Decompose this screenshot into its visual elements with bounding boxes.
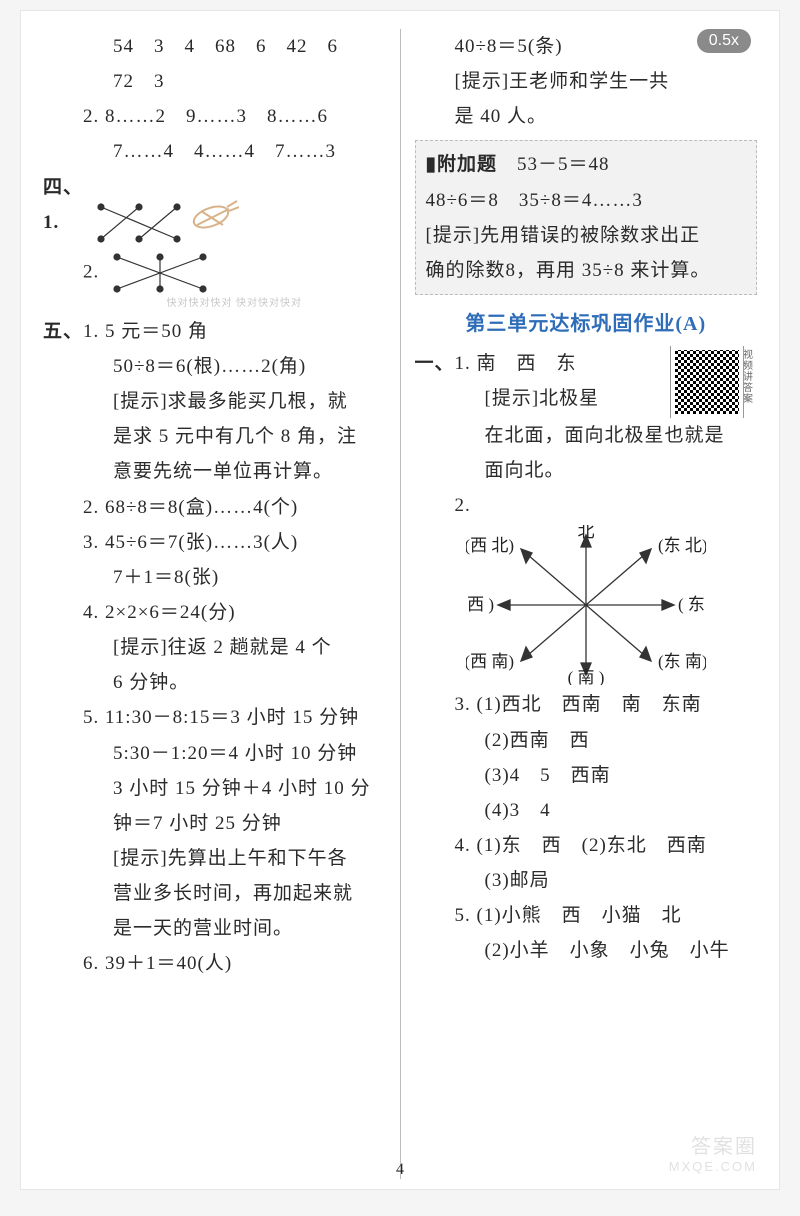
text: 4. (1)东 西 (2)东北 西南 [415, 828, 758, 863]
watermark: 答案圈 MXQE.COM [669, 1135, 757, 1175]
section-4-2: 2. 快对快对快对 快对快对快对 [43, 249, 386, 314]
text: 1. 5 元＝50 角 [83, 321, 208, 342]
tip-label: 提示 [120, 637, 160, 658]
match-diagram-1 [89, 197, 239, 249]
compass-s: ( 南 ) [567, 668, 604, 685]
label-si: 四、1. [43, 170, 83, 240]
text: 往返 2 趟就是 4 个 [168, 637, 332, 658]
addon-title: ▮附加题 53－5＝48 [426, 147, 747, 182]
text: 是求 5 元中有几个 8 角，注 [43, 419, 386, 454]
tip: [提示]先用错误的被除数求出正 [426, 218, 747, 253]
compass-nw: (西 北) [466, 536, 514, 555]
tip-label: 提示 [120, 391, 160, 412]
watermark-line: 答案圈 [669, 1135, 757, 1159]
text: 营业多长时间，再加起来就 [43, 876, 386, 911]
tip: [提示]往返 2 趟就是 4 个 [43, 630, 386, 665]
text: 确的除数8，再用 35÷8 来计算。 [426, 253, 747, 288]
text: 6 分钟。 [43, 665, 386, 700]
text: 北极星 [539, 388, 599, 409]
addon-label: 附加题 [437, 154, 497, 175]
text: 先算出上午和下午各 [168, 848, 348, 869]
page-number: 4 [21, 1161, 779, 1179]
text: (3)邮局 [415, 863, 758, 898]
text: 2. 8……2 9……3 8……6 [43, 99, 386, 134]
tip: [提示]求最多能买几根，就 [43, 384, 386, 419]
text: (3)4 5 西南 [415, 758, 758, 793]
text: 7＋1＝8(张) [43, 560, 386, 595]
left-column: 54 3 4 68 6 42 6 72 3 2. 8……2 9……3 8……6 … [43, 29, 400, 1179]
compass-sw: (西 南) [466, 652, 514, 671]
text: 是一天的营业时间。 [43, 911, 386, 946]
text: 先用错误的被除数求出正 [480, 225, 700, 246]
compass-w: ( 西 ) [466, 595, 494, 614]
text: 4. 2×2×6＝24(分) [43, 595, 386, 630]
text: 求最多能买几根，就 [168, 391, 348, 412]
text: 面向北。 [415, 453, 758, 488]
compass-diagram: 北 ( 南 ) ( 东 ) ( 西 ) (东 北) (西 北) (东 南) (西… [466, 525, 706, 685]
text: 2. 68÷8＝8(盒)……4(个) [43, 490, 386, 525]
section-4: 四、1. [43, 170, 386, 250]
text: (2)小羊 小象 小兔 小牛 [415, 933, 758, 968]
text: 72 3 [43, 64, 386, 99]
text: 5:30－1:20＝4 小时 10 分钟 [43, 736, 386, 771]
text: 钟＝7 小时 25 分钟 [43, 806, 386, 841]
columns: 54 3 4 68 6 42 6 72 3 2. 8……2 9……3 8……6 … [43, 29, 757, 1179]
tip-label: 提示 [492, 388, 532, 409]
text: 5. 11:30－8:15＝3 小时 15 分钟 [43, 700, 386, 735]
qr-block: 视频讲答案 一、1. 南 西 东 [提示]北极星 [415, 346, 758, 418]
text: 50÷8＝6(根)……2(角) [43, 349, 386, 384]
text: 7……4 4……4 7……3 [43, 134, 386, 169]
tip: [提示]王老师和学生一共 [415, 64, 758, 99]
text: 1. 南 西 东 [455, 353, 577, 374]
page: 0.5x 54 3 4 68 6 42 6 72 3 2. 8……2 9……3 … [20, 10, 780, 1190]
tip-label: 提示 [433, 225, 473, 246]
text: 6. 39＋1＝40(人) [43, 946, 386, 981]
text: 意要先统一单位再计算。 [43, 454, 386, 489]
q2-label: 2. [415, 488, 758, 523]
watermark-line: MXQE.COM [669, 1159, 757, 1175]
text: 是 40 人。 [415, 99, 758, 134]
text: 王老师和学生一共 [509, 71, 669, 92]
match-diagram-2 [105, 249, 215, 297]
text: 54 3 4 68 6 42 6 [43, 29, 386, 64]
tip-label: 提示 [462, 71, 502, 92]
qr-code[interactable] [671, 346, 743, 418]
label-yi: 一、 [415, 346, 455, 381]
label-si2: 2. [83, 262, 99, 283]
compass-e: ( 东 ) [678, 595, 706, 614]
compass-se: (东 南) [658, 652, 706, 671]
text: 5. (1)小熊 西 小猫 北 [415, 898, 758, 933]
text: 在北面，面向北极星也就是 [415, 418, 758, 453]
addon-box: ▮附加题 53－5＝48 48÷6＝8 35÷8＝4……3 [提示]先用错误的被… [415, 140, 758, 295]
tip-label: 提示 [120, 848, 160, 869]
text: 48÷6＝8 35÷8＝4……3 [426, 183, 747, 218]
compass-ne: (东 北) [658, 536, 706, 555]
text: (4)3 4 [415, 793, 758, 828]
text: 3. (1)西北 西南 南 东南 [415, 687, 758, 722]
text: (2)西南 西 [415, 723, 758, 758]
text: 3. 45÷6＝7(张)……3(人) [43, 525, 386, 560]
text: 53－5＝48 [497, 154, 610, 175]
zoom-badge[interactable]: 0.5x [697, 29, 751, 53]
unit-title: 第三单元达标巩固作业(A) [415, 307, 758, 336]
tip: [提示]先算出上午和下午各 [43, 841, 386, 876]
text: 3 小时 15 分钟＋4 小时 10 分 [43, 771, 386, 806]
qr-label: 视频讲答案 [743, 350, 757, 405]
faint-watermark: 快对快对快对 快对快对快对 [83, 295, 386, 314]
right-column: 40÷8＝5(条) [提示]王老师和学生一共 是 40 人。 ▮附加题 53－5… [401, 29, 758, 1179]
label-wu: 五、 [43, 314, 83, 349]
section-5: 五、1. 5 元＝50 角 [43, 314, 386, 349]
compass-n: 北 [577, 525, 594, 541]
